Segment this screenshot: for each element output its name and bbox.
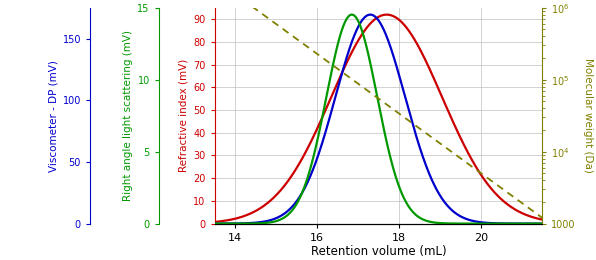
Y-axis label: Viscometer - DP (mV): Viscometer - DP (mV) <box>48 60 58 172</box>
Y-axis label: Refractive index (mV): Refractive index (mV) <box>179 59 189 172</box>
X-axis label: Retention volume (mL): Retention volume (mL) <box>311 245 446 258</box>
Y-axis label: Molecular weight (Da): Molecular weight (Da) <box>582 58 592 173</box>
Y-axis label: Right angle light scattering (mV): Right angle light scattering (mV) <box>123 30 134 201</box>
